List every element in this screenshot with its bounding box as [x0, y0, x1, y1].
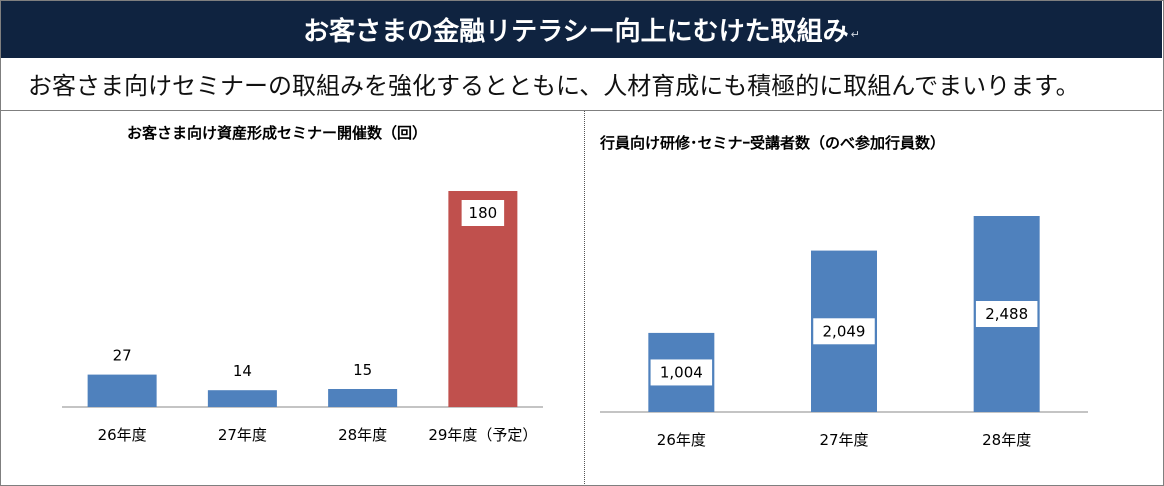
chart-1-bar	[207, 390, 277, 407]
chart-1-bar	[328, 389, 398, 407]
chart-1-category-label: 27年度	[218, 426, 267, 444]
page-title: お客さまの金融リテラシー向上にむけた取組み	[303, 17, 849, 47]
paragraph-mark: ↵	[850, 28, 860, 41]
chart-1-data-label-box	[461, 200, 505, 226]
chart-2-data-label-box	[650, 359, 713, 386]
chart-1-category-label: 26年度	[98, 426, 147, 444]
chart-2-data-label: 2,049	[823, 322, 866, 340]
chart-1-data-label: 15	[353, 361, 372, 379]
page-subtitle: お客さま向けセミナーの取組みを強化するとともに、人材育成にも積極的に取組んでまい…	[28, 72, 1080, 100]
chart-1-title: お客さま向け資産形成セミナー開催数（回）	[127, 124, 428, 142]
section-divider	[1, 110, 1162, 111]
chart-2-data-label: 2,488	[985, 305, 1028, 323]
chart-1-data-label: 180	[469, 204, 498, 222]
chart-1-data-label: 14	[233, 362, 252, 380]
chart-2-category-label: 27年度	[819, 431, 868, 449]
title-banner: お客さまの金融リテラシー向上にむけた取組み ↵	[1, 1, 1162, 58]
chart-2-data-label: 1,004	[660, 363, 703, 381]
chart-1-bar	[87, 374, 157, 407]
chart-1-category-label: 29年度（予定）	[428, 426, 537, 444]
chart-2-data-label-box	[975, 301, 1038, 327]
chart-2-category-label: 26年度	[657, 431, 706, 449]
chart-divider	[584, 111, 585, 484]
chart-2-data-label-box	[813, 318, 875, 345]
chart-2-title: 行員向け研修･セミナｰ受講者数（のべ参加行員数）	[600, 134, 946, 152]
chart-1-bar	[448, 191, 518, 407]
chart-2-category-label: 28年度	[982, 431, 1031, 449]
chart-1-category-label: 28年度	[338, 426, 387, 444]
chart-1-data-label: 27	[113, 347, 132, 365]
